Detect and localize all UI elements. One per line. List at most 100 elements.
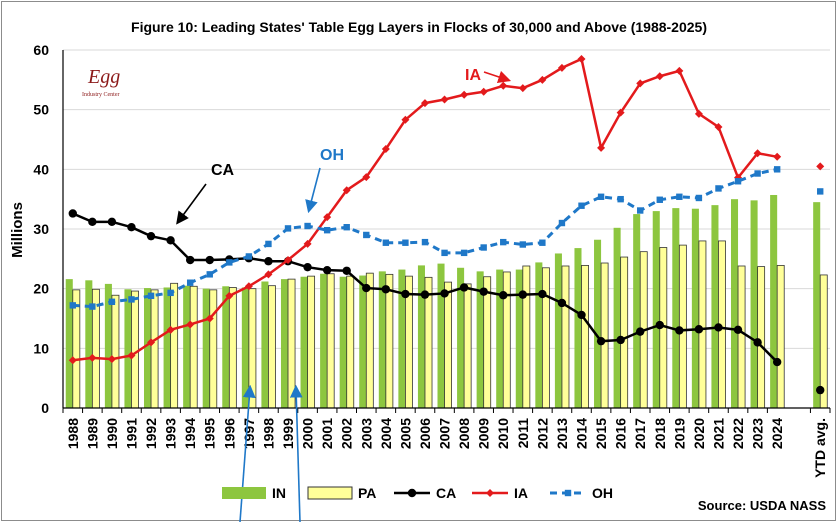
x-tick-label: 2005 [397,418,413,449]
line-series [68,54,825,395]
point-ia-2006 [420,99,429,108]
x-tick-label: 2004 [378,418,394,449]
x-tick-label: 2002 [339,418,355,449]
point-oh-1995 [206,271,213,278]
annotation-arrow-ca [176,183,207,225]
bar-in-2021 [711,205,719,408]
point-ia-2024 [773,152,782,161]
point-oh-1988 [69,302,76,309]
arrow-up-1999 [289,384,303,523]
point-oh-2003 [363,231,370,239]
x-tick-label: 2011 [515,418,531,449]
y-tick-labels: 0 10 20 30 40 50 60 [33,42,49,416]
x-tick-label: 2008 [456,418,472,449]
x-tick-label: 2023 [750,418,766,449]
bar-in-2002 [339,276,347,408]
bar-pa-2016 [620,256,629,409]
point-ca-2005 [401,289,410,299]
legend-swatch-in [222,487,266,499]
bar-in-2018 [652,211,660,408]
bar-in-1991 [124,289,132,408]
bar-in-1997 [241,287,249,408]
point-ca-1988 [68,209,77,218]
point-ia-2002 [342,186,351,195]
point-oh-2001 [323,226,331,234]
point-ia-1991 [127,351,136,360]
point-ca-2016 [616,335,625,345]
point-ca-2001 [322,265,332,275]
x-tick-label: 1990 [104,418,120,449]
point-oh-1998 [265,240,272,248]
point-ca-2003 [362,283,371,293]
point-ia-1990 [107,355,116,364]
bar-pa-2024 [776,264,785,409]
point-ca-2007 [440,289,449,298]
x-tick-label: 2001 [319,418,335,449]
bar-in-1993 [163,287,171,408]
x-tick-label: 1996 [221,418,237,449]
y-tick-label: 0 [41,400,49,416]
legend-marker-ca [407,488,417,498]
point-ia-2011 [518,84,527,93]
y-tick-label: 20 [33,281,49,297]
x-tick-label: 1993 [163,418,179,449]
point-ca-1993 [166,236,175,245]
annotation-ia: IA [465,67,481,84]
x-tick-label: 1988 [65,418,81,449]
point-oh-1994 [186,279,194,286]
legend-swatch-pa [307,486,353,500]
x-tick-label: 2022 [730,418,746,449]
point-ca-2013 [557,298,567,308]
x-tick-label: 2012 [534,418,550,449]
x-tick-label: 1991 [123,418,139,449]
x-tick-label: 2018 [652,418,668,449]
point-ca-2018 [655,320,664,330]
point-ca-2017 [636,327,645,336]
bar-in-2012 [535,262,543,408]
point-ia-1988 [68,356,77,365]
bar-pa-2002 [346,275,355,409]
bar-pa-2004 [385,273,394,409]
annotation-arrow-ia [483,70,512,84]
bar-in-1988 [65,279,73,408]
x-tick-label: 1998 [260,418,276,449]
x-tick-label: 1994 [182,418,198,449]
bar-pa-2007 [444,281,452,409]
x-tick-label: 2000 [300,418,316,449]
point-ia-2019 [675,66,684,75]
point-ia-1994 [186,320,195,329]
point-ca-2015 [596,336,606,346]
bar-pa-1998 [268,285,276,409]
bar-in-1990 [104,283,112,408]
point-ca-2002 [342,266,351,275]
x-tick-label: 2016 [613,418,629,449]
series-annotations: IA OH CA [176,67,512,523]
y-tick-label: 30 [33,221,49,237]
legend-label-ia: IA [514,485,528,501]
point-oh-1999 [284,225,292,232]
point-oh-2004 [382,239,390,246]
point-ia-2010 [499,81,508,90]
point-oh-YTD avg. [817,188,824,195]
x-tick-label: 2003 [358,418,374,449]
legend-marker-ia [486,489,494,497]
point-ia-1989 [88,353,97,362]
bar-in-2016 [613,227,621,408]
point-oh-2006 [421,238,429,246]
point-ca-1998 [264,257,273,266]
point-ca-1994 [185,255,195,265]
point-ia-2018 [655,72,664,81]
point-oh-2019 [676,193,683,200]
point-oh-1990 [108,298,116,305]
point-ia-YTD avg. [816,162,825,171]
point-ia-2000 [303,239,312,248]
bar-pa-2011 [522,265,531,409]
bar-in-2007 [437,263,445,408]
bar-in-2024 [770,194,778,408]
bar-in-2022 [730,199,739,408]
bar-in-2020 [691,208,699,408]
x-tick-label: 1989 [84,418,100,449]
bar-in-2005 [398,269,406,408]
bar-in-1992 [144,288,152,408]
